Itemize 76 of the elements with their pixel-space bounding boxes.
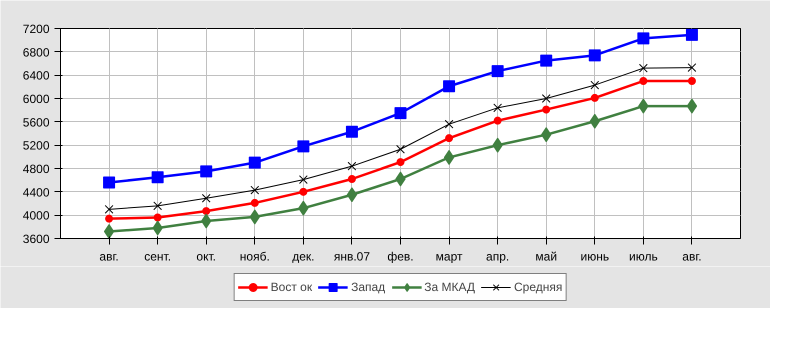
point	[494, 116, 502, 125]
x-tick-label: апр.	[486, 250, 510, 264]
point	[542, 94, 551, 103]
point	[639, 77, 648, 85]
x-tick-label: июнь	[580, 250, 610, 264]
point	[152, 220, 163, 236]
x-tick-label: янв.07	[334, 250, 370, 264]
point	[394, 107, 406, 120]
point	[493, 103, 502, 112]
x-tick-label: дек.	[292, 250, 314, 264]
point	[492, 138, 503, 153]
point	[154, 214, 162, 222]
y-tick-label: 5200	[22, 138, 50, 153]
legend-label: Средняя	[514, 280, 562, 294]
point	[396, 158, 404, 166]
point	[348, 175, 356, 183]
x-tick-label: окт.	[196, 250, 216, 264]
point	[445, 134, 454, 142]
x-tick-label: фев.	[387, 250, 414, 264]
x-tick-label: сент.	[144, 250, 172, 264]
point	[638, 98, 649, 114]
point	[346, 126, 358, 138]
point	[104, 204, 114, 214]
x-tick-label: май	[535, 250, 558, 264]
point	[299, 188, 308, 196]
x-tick-label: март	[436, 250, 463, 264]
point	[444, 120, 454, 129]
y-tick-label: 4800	[22, 162, 50, 176]
point	[202, 194, 211, 203]
y-tick-label: 6800	[22, 45, 50, 60]
point	[248, 156, 261, 169]
point	[588, 49, 601, 62]
x-tick-label: авг.	[682, 250, 702, 264]
y-tick-label: 3600	[22, 232, 50, 246]
y-tick-label: 4400	[22, 185, 50, 200]
point	[542, 106, 550, 114]
x-tick-label: нояб.	[240, 250, 270, 264]
point	[104, 224, 114, 238]
point	[250, 198, 259, 207]
point	[348, 162, 356, 171]
point	[686, 98, 698, 114]
point	[638, 64, 648, 73]
point	[297, 140, 310, 152]
point	[105, 214, 114, 223]
y-tick-label: 6400	[22, 68, 50, 83]
point	[688, 77, 696, 85]
point	[443, 80, 456, 92]
y-tick-label: 5600	[22, 115, 50, 130]
point	[396, 144, 405, 154]
point	[250, 186, 260, 194]
point	[637, 32, 650, 44]
point	[688, 63, 696, 72]
point	[153, 201, 162, 210]
point	[298, 200, 309, 216]
point	[540, 54, 552, 67]
legend-label: За МКАД	[424, 280, 475, 294]
y-tick-label: 4000	[22, 208, 50, 223]
point	[492, 65, 504, 78]
point	[201, 214, 212, 228]
point	[298, 175, 308, 184]
point	[395, 172, 406, 186]
point	[686, 28, 698, 41]
point	[152, 171, 164, 184]
point	[590, 94, 599, 102]
legend-label: Запад	[351, 280, 386, 294]
point	[444, 150, 454, 165]
point	[202, 207, 210, 216]
y-tick-label: 7200	[22, 22, 50, 36]
point	[590, 80, 600, 90]
legend-label: Вост ок	[270, 280, 312, 294]
point	[346, 187, 358, 202]
y-tick-label: 6000	[22, 92, 50, 106]
point	[200, 165, 212, 178]
x-tick-label: авг.	[99, 250, 119, 264]
x-tick-label: июль	[629, 250, 658, 264]
point	[103, 176, 116, 188]
